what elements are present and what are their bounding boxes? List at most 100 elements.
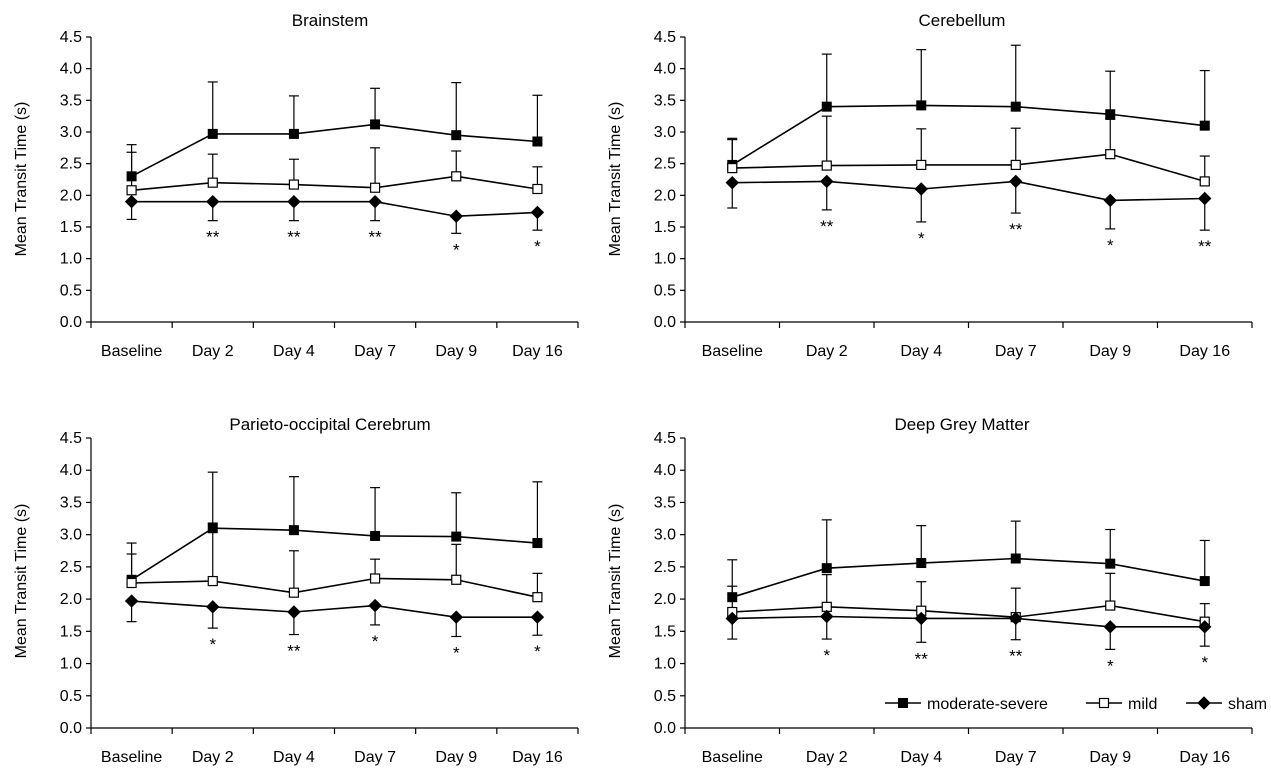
series-moderate-severe-marker (451, 130, 462, 141)
x-tick-label: Day 4 (900, 343, 942, 360)
series-mild (126, 522, 543, 603)
y-tick-label: 3.5 (654, 494, 676, 511)
x-tick-label: Day 4 (273, 749, 315, 766)
series-mild-marker (1199, 176, 1210, 187)
legend-item-moderate-severe: moderate-severe (885, 696, 1048, 713)
series-moderate-severe-marker (532, 538, 543, 549)
legend-label: moderate-severe (927, 696, 1048, 713)
y-tick-label: 1.5 (654, 623, 676, 640)
y-tick-label: 2.5 (60, 156, 82, 173)
y-axis-label: Mean Transit Time (s) (607, 102, 624, 257)
x-tick-label: Day 16 (512, 343, 563, 360)
significance-label: ** (915, 649, 929, 668)
x-tick-label: Day 7 (354, 343, 396, 360)
x-tick-label: Day 4 (273, 343, 315, 360)
y-tick-label: 1.5 (654, 219, 676, 236)
series-sham (725, 174, 1212, 231)
significance-label: ** (287, 642, 301, 661)
significance-label: ** (820, 217, 834, 236)
series-mild-marker (126, 577, 137, 589)
series-sham (124, 594, 545, 638)
series-sham-marker (914, 182, 928, 196)
series-mild-line (732, 153, 1205, 183)
y-tick-label: 1.0 (654, 251, 676, 268)
series-moderate-severe-line (732, 557, 1205, 598)
y-tick-label: 1.0 (60, 656, 82, 673)
x-tick-label: Day 16 (1179, 343, 1230, 360)
series-moderate-severe-marker (821, 101, 832, 112)
y-tick-label: 4.0 (654, 462, 676, 479)
y-tick-label: 1.0 (60, 251, 82, 268)
y-tick-label: 2.0 (654, 591, 676, 608)
series-mild-marker (451, 574, 462, 585)
series-sham-line (732, 615, 1205, 628)
legend-label: sham (1228, 696, 1267, 713)
x-tick-label: Day 2 (192, 343, 234, 360)
legend-item-sham: sham (1186, 696, 1267, 713)
series-moderate-severe-marker (916, 558, 927, 569)
series-sham-marker (449, 209, 463, 223)
series-moderate-severe-marker (916, 100, 927, 111)
series-mild-marker (369, 182, 381, 193)
x-tick-label: Day 7 (995, 749, 1037, 766)
y-tick-label: 4.5 (654, 430, 676, 447)
y-tick-label: 1.5 (60, 623, 82, 640)
x-tick-label: Baseline (702, 749, 763, 766)
chart-title: Cerebellum (919, 11, 1006, 30)
y-tick-label: 3.0 (60, 124, 82, 141)
significance-label: * (209, 635, 216, 654)
series-sham-marker (725, 611, 739, 626)
significance-label: * (453, 240, 460, 259)
series-sham-marker (287, 605, 301, 619)
y-tick-label: 3.0 (654, 527, 676, 544)
y-tick-label: 3.0 (654, 124, 676, 141)
series-mild-marker (532, 183, 543, 195)
series-mild-marker (727, 163, 738, 174)
series-moderate-severe-line (131, 527, 538, 581)
series-moderate-severe-line (731, 104, 1205, 166)
series-moderate-severe-marker (532, 136, 543, 147)
series-sham-line (131, 600, 538, 618)
series-sham-marker (449, 610, 463, 624)
series-moderate-severe (727, 44, 1210, 170)
series-sham (124, 194, 545, 234)
chart-title: Parieto-occipital Cerebrum (229, 415, 430, 434)
legend-marker (898, 698, 908, 708)
x-tick-label: Day 7 (354, 749, 396, 766)
series-sham-marker (124, 194, 139, 209)
y-axis-label: Mean Transit Time (s) (13, 504, 30, 659)
y-tick-label: 3.5 (654, 92, 676, 109)
series-moderate-severe (727, 519, 1210, 603)
series-mild-marker (916, 159, 927, 171)
series-moderate-severe (126, 81, 543, 182)
series-moderate-severe-marker (1199, 120, 1210, 131)
legend-item-mild: mild (1086, 696, 1157, 713)
series-sham-marker (206, 194, 220, 209)
y-tick-label: 3.0 (60, 527, 82, 544)
series-mild-marker (369, 573, 381, 584)
y-tick-label: 4.5 (654, 29, 676, 46)
panel-parieto-occipital-cerebrum: Parieto-occipital Cerebrum Mean Transit T… (13, 415, 579, 766)
x-tick-label: Day 16 (1179, 749, 1230, 766)
series-moderate-severe-marker (1105, 558, 1116, 569)
y-tick-label: 0.0 (60, 314, 82, 331)
series-sham-marker (1198, 191, 1212, 206)
series-moderate-severe-marker (1010, 553, 1021, 564)
x-tick-label: Day 9 (435, 343, 477, 360)
series-sham-marker (124, 594, 139, 608)
series-mild-marker (207, 177, 218, 188)
y-tick-label: 0.0 (654, 720, 676, 737)
y-axis-label: Mean Transit Time (s) (13, 102, 30, 257)
panel-cerebellum: Cerebellum Mean Transit Time (s) 0.0 0.5 1.0… (607, 11, 1253, 360)
y-tick-label: 2.5 (60, 559, 82, 576)
y-tick-label: 4.0 (60, 462, 82, 479)
x-tick-label: Baseline (101, 343, 162, 360)
y-tick-label: 0.0 (60, 720, 82, 737)
y-tick-label: 0.5 (60, 688, 82, 705)
y-tick-label: 3.5 (60, 494, 82, 511)
panel-deep-grey-matter: Deep Grey Matter Mean Transit Time (s) 0.0… (607, 415, 1253, 766)
y-axis-label: Mean Transit Time (s) (607, 504, 624, 659)
y-tick-label: 4.5 (60, 430, 82, 447)
legend: moderate-severe mild sham (885, 696, 1267, 713)
series-moderate-severe-marker (370, 119, 381, 130)
